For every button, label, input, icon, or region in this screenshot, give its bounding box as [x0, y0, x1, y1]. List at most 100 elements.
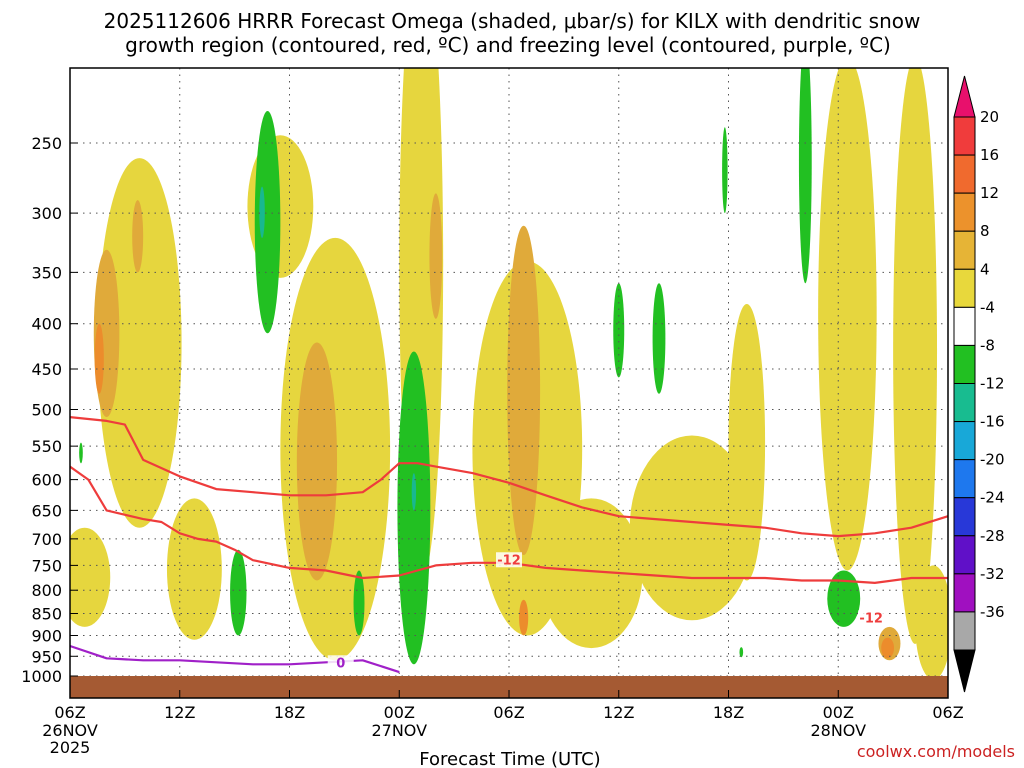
colorbar-box-7 [953, 383, 976, 423]
x-tick-label-5: 12Z [603, 703, 634, 722]
omega_neg4_neg8-blob-5 [652, 283, 666, 394]
colorbar-box-1 [953, 154, 976, 194]
colorbar-top-arrow [953, 75, 976, 118]
y-tick-label-850: 850 [31, 605, 62, 624]
colorbar-label-3: 8 [980, 222, 990, 240]
y-tick-label-800: 800 [31, 581, 62, 600]
contour-labels: -12 -12 0 [327, 552, 885, 671]
omega_4_8-blob-8 [629, 435, 755, 621]
x-tick-sublabel-3-0: 27NOV [371, 721, 427, 740]
omega_neg4_neg8-blob-8 [827, 570, 861, 627]
omega_8_12-blob-4 [429, 193, 443, 319]
contour-label-1: -12 [859, 611, 883, 626]
colorbar-box-0 [953, 116, 976, 156]
colorbar-label-13: -36 [980, 603, 1005, 621]
x-tick-label-2: 18Z [274, 703, 305, 722]
colorbar-box-8 [953, 421, 976, 461]
colorbar-labels: 20 16 12 8 4 -4 -8 -12 -16 -20 -24 -28 -32 -36 [980, 108, 1005, 621]
omega_neg8_neg12-blob-1 [411, 473, 417, 511]
colorbar [953, 75, 976, 693]
y-tick-label-700: 700 [31, 530, 62, 549]
colorbar-box-4 [953, 268, 976, 308]
omega_4_8-blob-2 [166, 498, 222, 640]
x-tick-sublabel-0-0: 26NOV [42, 721, 98, 740]
omega_neg8_neg12-blob-0 [259, 186, 265, 238]
x-tick-label-3: 00Z [384, 703, 415, 722]
dgz_top_-12C-line [70, 416, 948, 538]
grid-lines [70, 68, 948, 698]
colorbar-box-5 [953, 306, 976, 346]
y-tick-label-550: 550 [31, 437, 62, 456]
colorbar-label-11: -28 [980, 527, 1005, 545]
colorbar-label-9: -20 [980, 451, 1005, 469]
x-tick-label-4: 06Z [493, 703, 524, 722]
colorbar-label-6: -8 [980, 336, 995, 354]
colorbar-box-10 [953, 497, 976, 537]
omega_neg4_neg8-blob-10 [79, 442, 83, 464]
omega_4_8-blob-7 [540, 498, 643, 649]
contour-label-2: 0 [336, 656, 345, 671]
y-tick-label-650: 650 [31, 501, 62, 520]
omega_8_12-blob-3 [132, 200, 144, 273]
omega_neg4_neg8-blob-9 [739, 647, 744, 658]
omega_12_16-blob-1 [519, 599, 529, 636]
y-tick-label-950: 950 [31, 647, 62, 666]
y-tick-label-500: 500 [31, 401, 62, 420]
contour-label-bg-0 [496, 552, 522, 568]
x-tick-sublabel-0-1: 2025 [50, 738, 91, 757]
x-tick-label-0: 06Z [54, 703, 85, 722]
y-tick-label-300: 300 [31, 204, 62, 223]
credit-text: coolwx.com/models [857, 742, 1015, 761]
colorbar-box-2 [953, 192, 976, 232]
y-tick-label-400: 400 [31, 315, 62, 334]
omega_neg4_neg8-blob-1 [230, 549, 247, 636]
x-tick-label-6: 18Z [713, 703, 744, 722]
omega_neg4_neg8-blob-0 [254, 110, 281, 334]
colorbar-box-11 [953, 535, 976, 575]
omega_4_8-blob-12 [915, 565, 948, 680]
dgz_bottom_-12C-line [70, 465, 948, 585]
colorbar-label-10: -24 [980, 489, 1005, 507]
chart-title-line-2: growth region (contoured, red, ºC) and f… [125, 33, 891, 57]
colorbar-bottom-arrow [953, 649, 976, 693]
y-tick-label-250: 250 [31, 134, 62, 153]
plot-area [70, 68, 948, 698]
omega_12_16-blob-0 [94, 323, 104, 394]
omega_neg4_neg8-blob-6 [722, 127, 728, 214]
omega_4_8-blob-11 [893, 68, 938, 644]
colorbar-label-2: 12 [980, 184, 999, 202]
y-tick-label-350: 350 [31, 263, 62, 282]
colorbar-label-7: -12 [980, 375, 1005, 393]
omega_neg4_neg8-blob-4 [613, 283, 625, 378]
colorbar-box-9 [953, 459, 976, 499]
omega_4_8-blob-3 [70, 527, 111, 627]
contour-label-bg-2 [327, 655, 354, 671]
colorbar-label-0: 20 [980, 108, 999, 126]
omega_4_8-blob-10 [818, 68, 877, 571]
chart-title-line-1: 2025112606 HRRR Forecast Omega (shaded, … [104, 9, 921, 33]
y-tick-label-750: 750 [31, 556, 62, 575]
colorbar-box-13 [953, 611, 976, 651]
y-tick-label-450: 450 [31, 360, 62, 379]
colorbar-box-3 [953, 230, 976, 270]
colorbar-label-12: -32 [980, 565, 1005, 583]
omega_12_16-blob-2 [881, 637, 895, 659]
colorbar-label-1: 16 [980, 146, 999, 164]
omega-shading [70, 68, 948, 680]
x-tick-label-7: 00Z [823, 703, 854, 722]
colorbar-box-6 [953, 344, 976, 384]
omega_neg4_neg8-blob-3 [353, 570, 365, 636]
colorbar-label-8: -16 [980, 413, 1005, 431]
omega_8_12-blob-2 [507, 225, 541, 556]
omega_4_8-blob-0 [97, 158, 182, 528]
x-tick-label-8: 06Z [932, 703, 963, 722]
x-tick-label-1: 12Z [164, 703, 195, 722]
omega_8_12-blob-1 [296, 342, 338, 581]
contour-label-0: -12 [497, 553, 521, 568]
y-tick-label-900: 900 [31, 626, 62, 645]
contour-label-bg-1 [858, 610, 885, 626]
y-tick-label-600: 600 [31, 471, 62, 490]
colorbar-label-4: 4 [980, 260, 990, 278]
